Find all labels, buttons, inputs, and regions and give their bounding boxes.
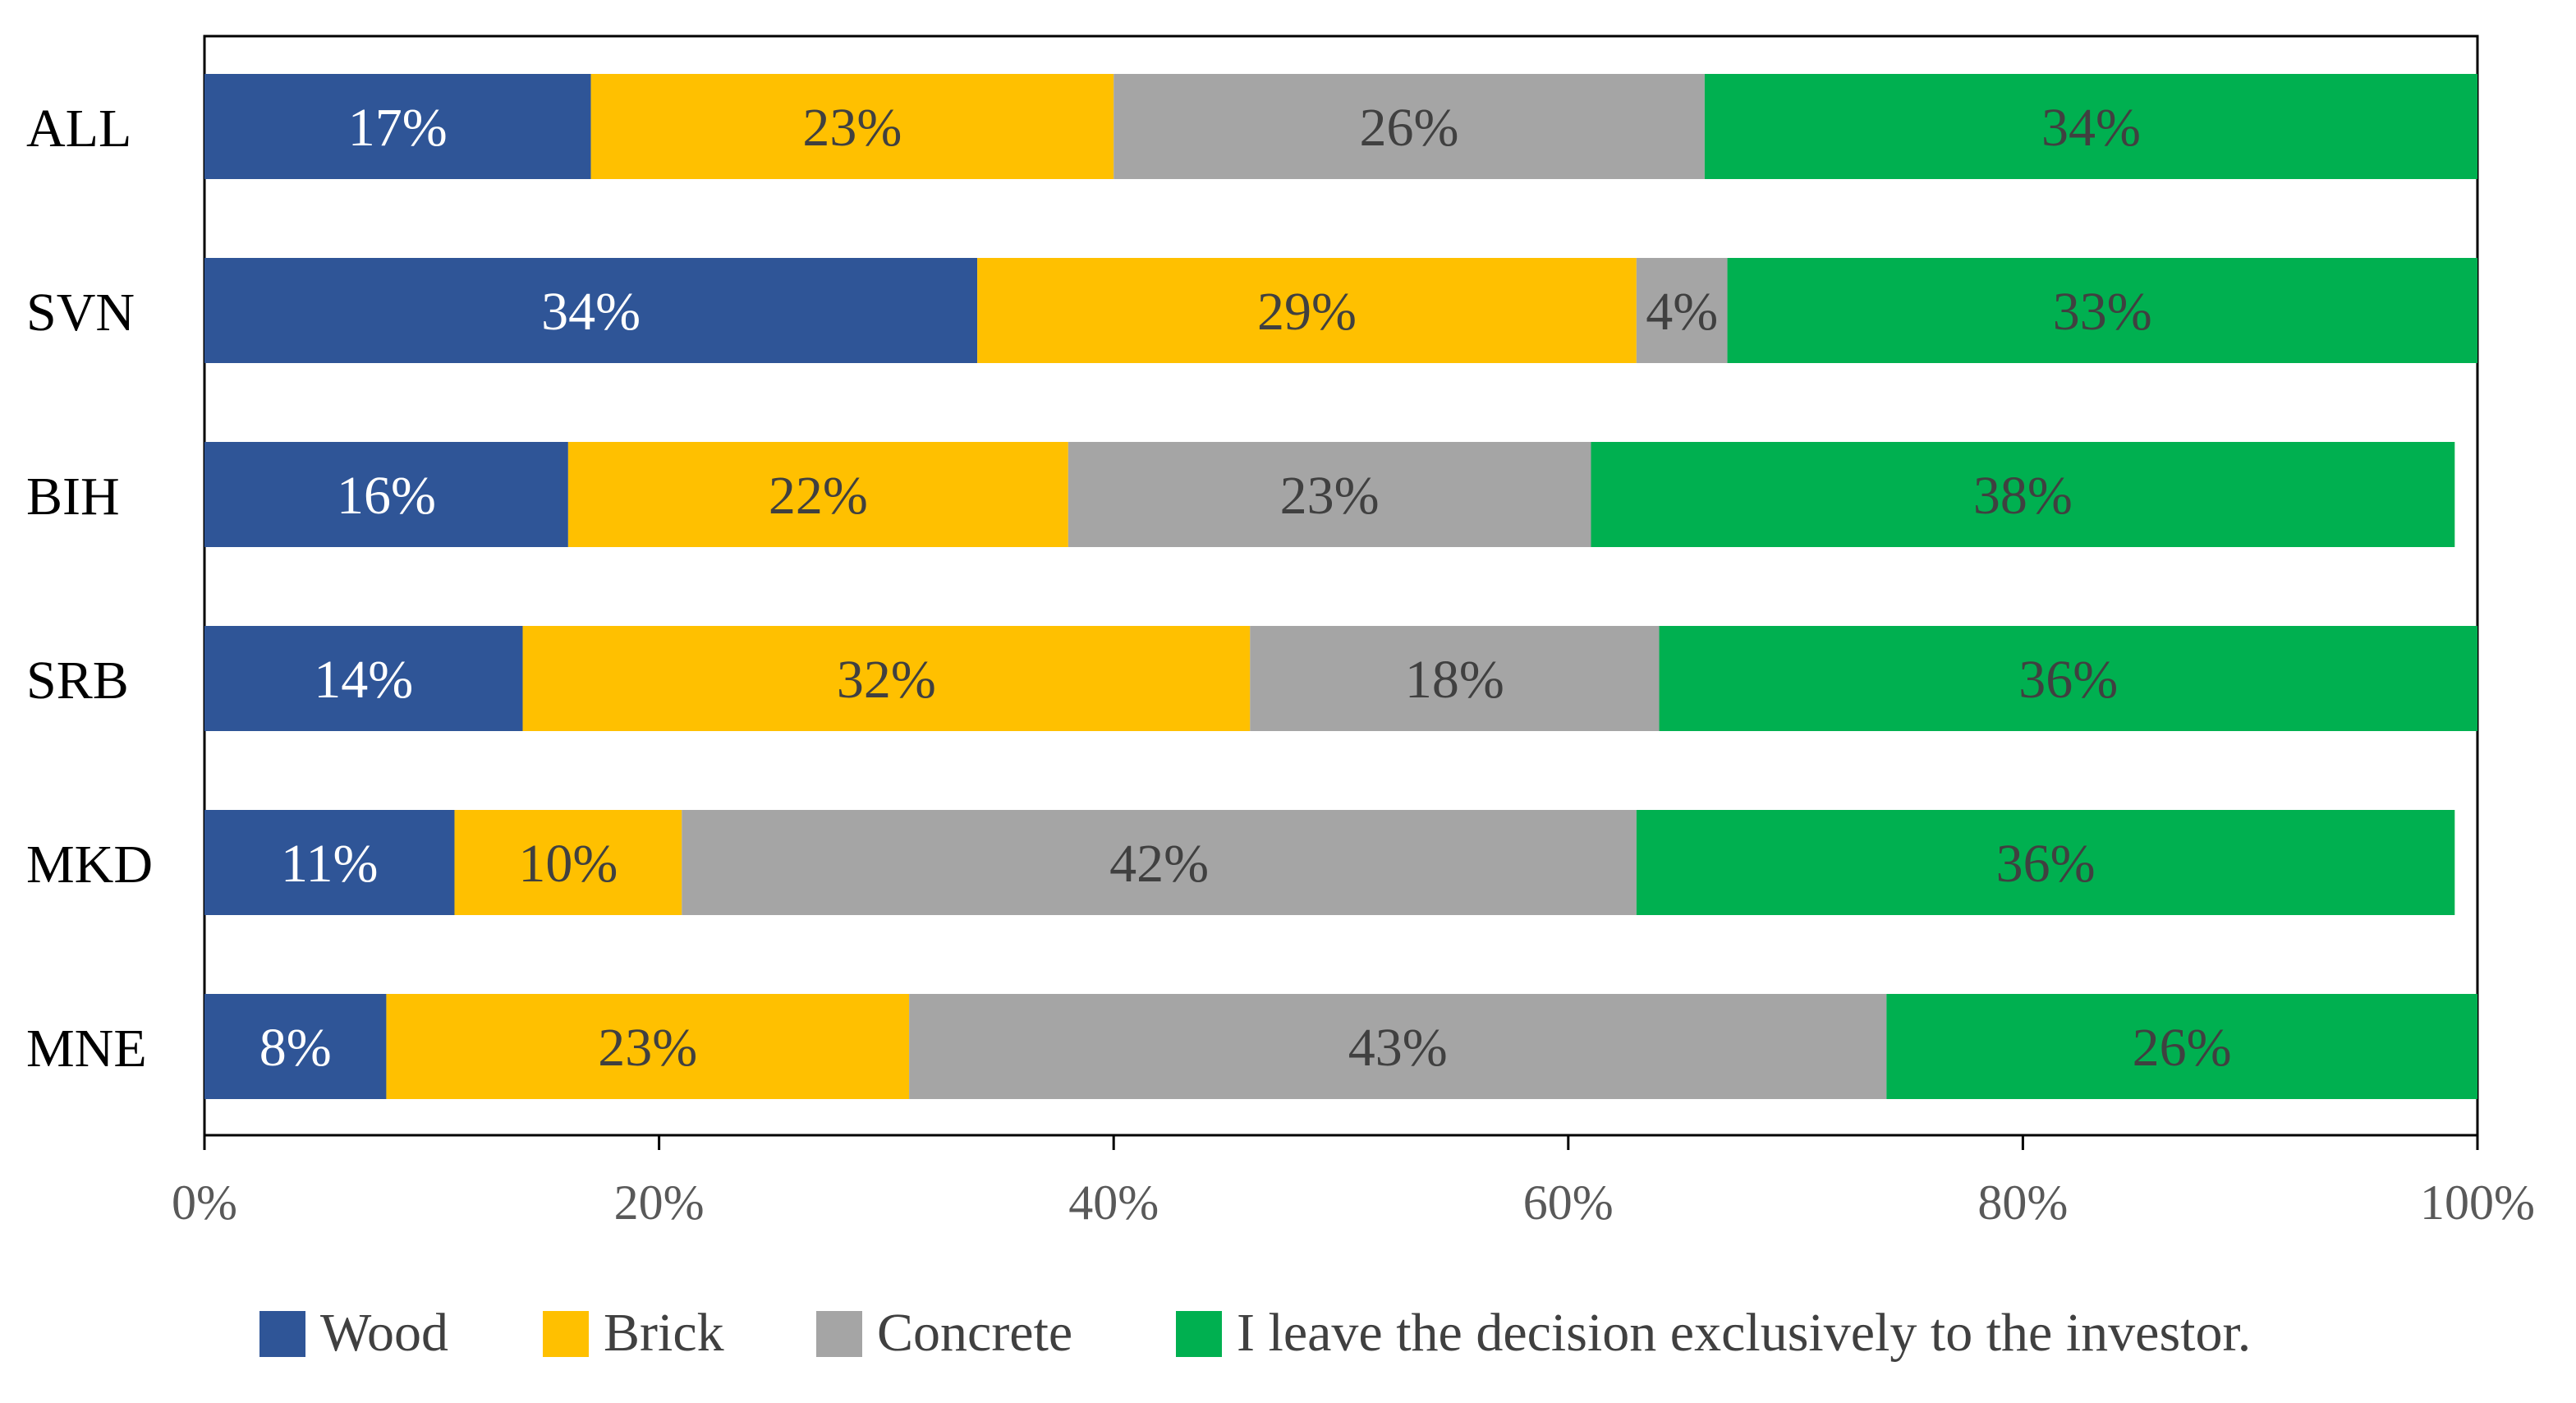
bar-svn-brick [977,258,1637,363]
data-label-srb-concrete: 18% [1405,650,1504,710]
legend-label-wood: Wood [320,1303,448,1363]
data-label-bih-i: 38% [1973,466,2073,526]
data-label-mkd-wood: 11% [281,834,379,894]
bars-group [204,74,2477,1099]
data-label-mne-wood: 8% [259,1018,332,1078]
category-labels-group: ALL SVN BIH SRB MKD MNE [26,99,153,1079]
bar-mne-wood [204,994,387,1099]
category-label-mkd: MKD [26,835,153,895]
data-label-svn-wood: 34% [541,282,641,342]
bar-mkd-concrete [682,810,1637,915]
x-tick-label-0: 0% [172,1175,237,1230]
x-tick-label-3: 60% [1523,1175,1614,1230]
legend-swatch-wood [259,1311,305,1357]
legend-label-brick: Brick [604,1303,724,1363]
bar-srb-brick [522,626,1251,731]
bar-all-concrete [1114,74,1705,179]
data-label-mne-i: 26% [2133,1018,2232,1078]
x-tick-label-5: 100% [2420,1175,2535,1230]
x-tick-label-4: 80% [1977,1175,2068,1230]
legend-swatch-concrete [816,1311,862,1357]
category-label-mne: MNE [26,1019,147,1079]
data-label-all-concrete: 26% [1360,98,1459,158]
category-label-srb: SRB [26,651,129,711]
legend-swatch-i [1176,1311,1222,1357]
data-label-mne-concrete: 43% [1348,1018,1448,1078]
data-label-mkd-concrete: 42% [1109,834,1209,894]
data-label-mkd-i: 36% [1996,834,2096,894]
bar-bih-i [1591,442,2455,547]
bar-bih-brick [567,442,1068,547]
data-label-svn-brick: 29% [1257,282,1357,342]
legend-swatch-brick [543,1311,589,1357]
bar-svn-wood [204,258,978,363]
data-label-bih-wood: 16% [337,466,436,526]
x-axis: 0% 20% 40% 60% 80% 100% [172,1134,2535,1230]
data-label-svn-i: 33% [2053,282,2152,342]
data-label-bih-concrete: 23% [1280,466,1380,526]
plot-area-frame [203,34,2479,1137]
data-label-srb-i: 36% [2018,650,2118,710]
bar-srb-i [1659,626,2477,731]
bar-svn-concrete [1636,258,1728,363]
bar-all-brick [590,74,1114,179]
category-label-svn: SVN [26,283,135,343]
legend-label-concrete: Concrete [877,1303,1072,1363]
bar-mne-brick [386,994,910,1099]
bar-srb-wood [204,626,523,731]
data-label-mkd-brick: 10% [518,834,618,894]
bar-bih-wood [204,442,568,547]
x-tick-label-2: 40% [1068,1175,1159,1230]
x-tick-label-1: 20% [614,1175,705,1230]
bar-all-wood [204,74,591,179]
bar-mkd-i [1636,810,2455,915]
bar-bih-concrete [1068,442,1591,547]
data-label-srb-wood: 14% [314,650,413,710]
data-label-srb-brick: 32% [837,650,936,710]
data-label-svn-concrete: 4% [1646,282,1718,342]
bar-all-i [1704,74,2477,179]
data-label-bih-brick: 22% [769,466,868,526]
legend-label-i: I leave the decision exclusively to the … [1237,1303,2251,1363]
data-label-mne-brick: 23% [598,1018,697,1078]
data-label-all-brick: 23% [802,98,902,158]
bar-svn-i [1727,258,2477,363]
data-labels-group: 17% 23% 26% 34% 34% 29% 4% 33% 16% 22% 23% 38% 14% 32… [259,98,2232,1078]
bar-mne-concrete [909,994,1887,1099]
bar-mne-i [1886,994,2477,1099]
bar-srb-concrete [1250,626,1660,731]
legend: Wood Brick Concrete I leave the decision ex… [259,1303,2251,1363]
bar-mkd-wood [204,810,455,915]
bar-mkd-brick [454,810,682,915]
category-label-all: ALL [26,99,131,159]
data-label-all-i: 34% [2041,98,2141,158]
category-label-bih: BIH [26,467,120,527]
data-label-all-wood: 17% [348,98,448,158]
